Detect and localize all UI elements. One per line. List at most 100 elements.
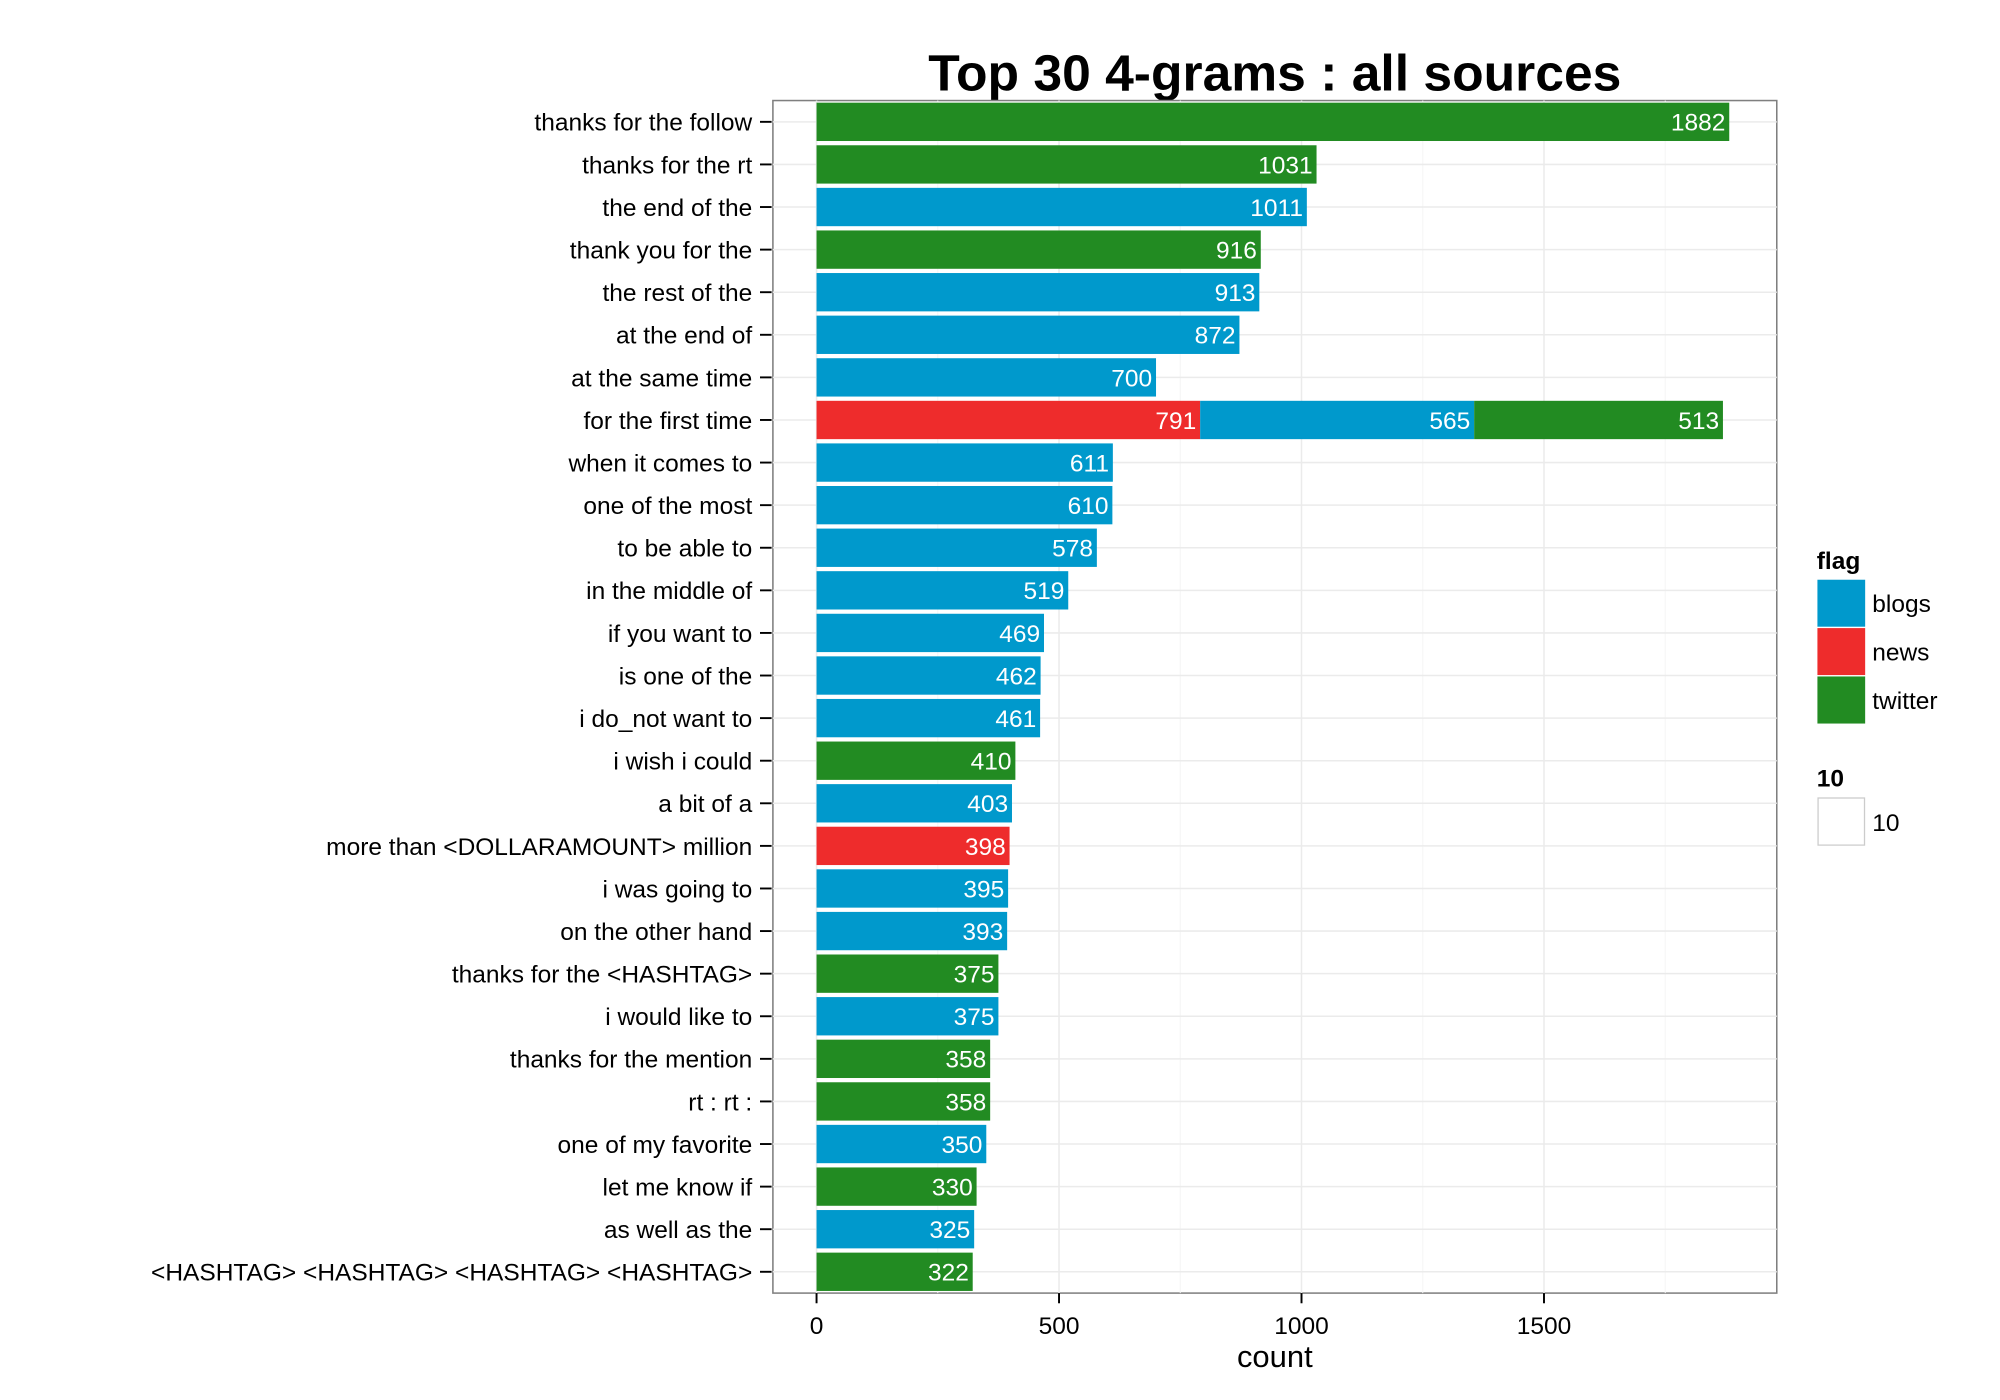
x-tick-label: 1500 <box>1517 1313 1571 1340</box>
data-label: 916 <box>1216 238 1257 265</box>
bar-blogs <box>816 187 1307 227</box>
data-label: 322 <box>928 1260 969 1287</box>
x-tick-label: 0 <box>810 1313 824 1340</box>
bar-twitter <box>816 102 1730 142</box>
y-tick-label: to be able to <box>617 536 752 563</box>
data-label: 358 <box>945 1089 986 1116</box>
data-label: 700 <box>1111 365 1152 392</box>
bar-twitter <box>816 1252 973 1291</box>
bar-twitter <box>816 741 1016 780</box>
y-tick-label: a bit of a <box>658 791 752 818</box>
data-label: 1882 <box>1671 110 1725 137</box>
y-tick-label: when it comes to <box>567 451 752 478</box>
data-label: 330 <box>932 1175 973 1202</box>
data-label: 791 <box>1155 408 1196 435</box>
data-label: 393 <box>962 919 1003 946</box>
data-label: 1011 <box>1250 195 1303 222</box>
data-label: 410 <box>971 749 1012 776</box>
y-tick-label: rt : rt : <box>688 1089 752 1116</box>
y-tick-label: if you want to <box>608 621 752 648</box>
legend-swatch-blogs <box>1816 578 1867 629</box>
y-tick-label: is one of the <box>619 664 752 691</box>
size-legend-key <box>1817 797 1866 846</box>
data-label: 913 <box>1215 280 1256 307</box>
y-tick-label: at the end of <box>616 323 752 350</box>
y-axis-labels: thanks for the follow thanks for the rt th… <box>151 110 772 1287</box>
x-axis-ticks: 0 500 1000 1500 <box>810 1293 1571 1340</box>
y-tick-label: as well as the <box>604 1217 752 1244</box>
y-tick-label: thanks for the rt <box>582 152 752 179</box>
y-tick-label: one of the most <box>583 493 752 520</box>
data-label: 350 <box>942 1132 983 1159</box>
bar-blogs <box>816 485 1113 525</box>
bar-blogs <box>816 1124 987 1164</box>
bar-blogs <box>816 698 1041 738</box>
y-tick-label: <HASHTAG> <HASHTAG> <HASHTAG> <HASHTAG> <box>151 1260 752 1287</box>
data-label: 513 <box>1678 408 1719 435</box>
bar-blogs <box>816 273 1260 312</box>
bar-twitter <box>816 145 1317 184</box>
y-tick-label: thanks for the <HASHTAG> <box>452 962 752 989</box>
legend-title: flag <box>1817 548 1861 575</box>
bar-blogs <box>816 571 1069 610</box>
y-tick-label: the end of the <box>602 195 752 222</box>
data-label: 398 <box>965 834 1006 861</box>
data-label: 375 <box>954 1004 995 1031</box>
y-tick-label: i was going to <box>602 877 752 904</box>
y-tick-label: the rest of the <box>602 280 752 307</box>
bar-blogs <box>816 613 1044 653</box>
legend: flag blogs news twitter 10 10 <box>1816 548 1938 846</box>
data-label: 325 <box>929 1217 970 1244</box>
bar-twitter <box>816 1039 991 1079</box>
data-label: 462 <box>996 664 1037 691</box>
y-tick-label: thanks for the follow <box>534 110 752 137</box>
size-legend-title: 10 <box>1817 766 1844 793</box>
bar-news <box>816 826 1010 866</box>
data-label: 469 <box>999 621 1040 648</box>
bar-blogs <box>1200 400 1475 440</box>
data-label: 375 <box>954 962 995 989</box>
y-tick-label: one of my favorite <box>558 1132 753 1159</box>
y-tick-label: for the first time <box>583 408 752 435</box>
data-label: 461 <box>995 706 1036 733</box>
bar-blogs <box>816 911 1008 951</box>
data-label: 519 <box>1024 578 1065 605</box>
chart-title: Top 30 4-grams : all sources <box>928 45 1621 102</box>
data-label: 565 <box>1429 408 1470 435</box>
x-tick-label: 500 <box>1039 1313 1080 1340</box>
y-tick-label: i do_not want to <box>579 706 752 733</box>
y-tick-label: i wish i could <box>613 749 752 776</box>
data-label: 403 <box>967 791 1008 818</box>
data-label: 611 <box>1070 451 1109 478</box>
bar-blogs <box>816 997 999 1036</box>
bar-twitter <box>1474 400 1723 440</box>
data-label: 578 <box>1052 536 1093 563</box>
x-tick-label: 1000 <box>1274 1313 1328 1340</box>
data-label: 395 <box>963 877 1004 904</box>
legend-swatch-news <box>1816 626 1867 677</box>
y-tick-label: at the same time <box>571 365 752 392</box>
y-tick-label: in the middle of <box>586 578 752 605</box>
y-tick-label: let me know if <box>603 1175 753 1202</box>
legend-swatch-twitter <box>1816 675 1867 725</box>
x-axis-label: count <box>1237 1339 1313 1374</box>
y-tick-label: on the other hand <box>560 919 752 946</box>
bar-twitter <box>816 230 1261 269</box>
bar-news <box>816 400 1201 440</box>
y-tick-label: thank you for the <box>570 238 752 265</box>
bar-twitter <box>816 1167 977 1206</box>
y-tick-label: thanks for the mention <box>510 1047 752 1074</box>
data-label: 610 <box>1068 493 1109 520</box>
legend-label-blogs: blogs <box>1872 591 1931 618</box>
bar-twitter <box>816 1082 991 1121</box>
y-tick-label: i would like to <box>605 1004 752 1031</box>
y-tick-label: more than <DOLLARAMOUNT> million <box>326 834 752 861</box>
size-legend-label: 10 <box>1872 810 1899 837</box>
data-label: 1031 <box>1258 152 1312 179</box>
data-label: 872 <box>1195 323 1236 350</box>
legend-label-news: news <box>1872 640 1929 667</box>
data-label: 358 <box>945 1047 986 1074</box>
legend-label-twitter: twitter <box>1872 688 1937 715</box>
